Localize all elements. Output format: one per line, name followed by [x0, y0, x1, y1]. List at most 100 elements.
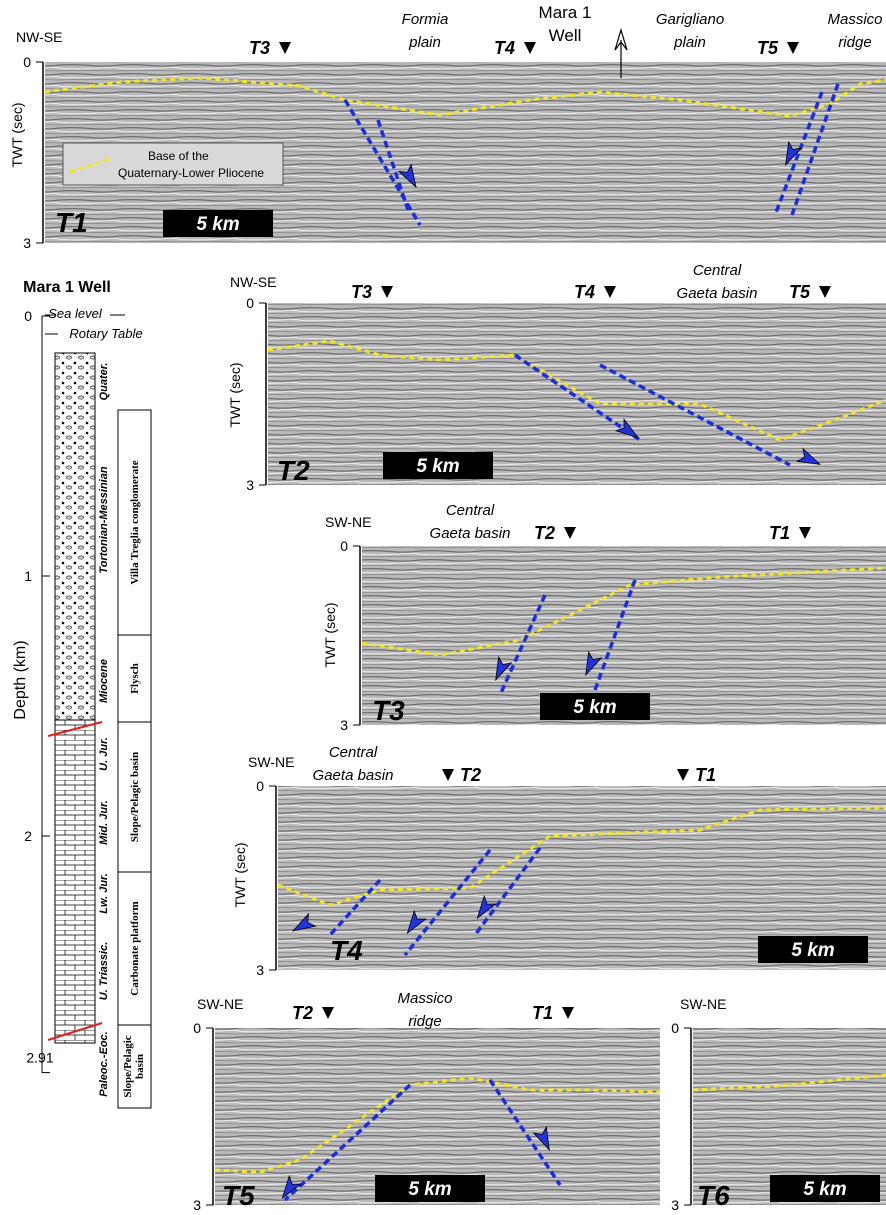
depth-tick-label: 2.91	[26, 1050, 53, 1066]
horizon	[361, 566, 886, 657]
time-tick-label: 0	[246, 295, 254, 311]
marker-label: T2	[460, 765, 481, 785]
marker-label: T3	[249, 38, 270, 58]
formation-box	[117, 409, 152, 636]
sea-level: Sea level	[48, 306, 103, 321]
annotation: Central	[329, 744, 378, 761]
annotation: Gaeta basin	[430, 525, 511, 542]
marker-triangle	[562, 1007, 574, 1019]
time-tick-label: 0	[671, 1020, 679, 1036]
annotation: plain	[408, 34, 441, 51]
fault	[376, 119, 410, 211]
scale-bar	[375, 1175, 485, 1202]
formation-label: Slope/Pelagic basin	[129, 752, 141, 842]
legend-text: Base of the	[148, 149, 209, 163]
legend-box	[62, 142, 284, 186]
marker-label: T1	[695, 765, 716, 785]
fault	[283, 1083, 412, 1202]
rotary-table: Rotary Table	[69, 326, 142, 341]
panel-label: T4	[330, 935, 363, 966]
fault	[599, 363, 791, 467]
formation-box	[117, 721, 152, 873]
annotation: plain	[673, 34, 706, 51]
formation-box	[117, 871, 152, 1026]
age-label: Quater.	[98, 363, 110, 401]
scale-label: 5 km	[416, 456, 459, 477]
slip-arrow	[795, 447, 822, 465]
annotation: Massico	[827, 11, 882, 28]
orientation-label: SW-NE	[197, 996, 243, 1012]
orientation-label: SW-NE	[248, 754, 294, 770]
marker-triangle	[787, 42, 799, 54]
annotation: Formia	[402, 11, 449, 28]
marker-label: T2	[292, 1003, 313, 1023]
annotation: ridge	[838, 34, 871, 51]
formation-label: Carbonate platform	[129, 901, 141, 995]
annotation: Massico	[397, 990, 452, 1007]
time-axis-label: TWT (sec)	[9, 102, 25, 167]
horizon	[214, 1076, 661, 1174]
marker-triangle	[524, 42, 536, 54]
age-label: Miocene	[98, 659, 110, 703]
marker-triangle	[604, 286, 616, 298]
carbonate-column	[54, 719, 96, 1044]
annotation: Gaeta basin	[313, 767, 394, 784]
formation-box	[117, 634, 152, 723]
scale-label: 5 km	[408, 1179, 451, 1200]
panel-label: T6	[697, 1180, 730, 1211]
fault	[593, 579, 637, 691]
scale-bar	[770, 1175, 880, 1202]
scale-label: 5 km	[791, 940, 834, 961]
time-tick-label: 3	[246, 477, 254, 493]
panel-label: T1	[55, 207, 88, 238]
slip-arrow	[532, 1125, 550, 1152]
annotation: Mara 1	[539, 3, 592, 22]
fault	[473, 846, 542, 937]
horizon	[692, 1073, 886, 1092]
depth-axis-label: Depth (km)	[12, 640, 29, 719]
legend-text: Quaternary-Lower Pliocene	[118, 166, 264, 180]
orientation-label: SW-NE	[680, 996, 726, 1012]
scale-label: 5 km	[573, 697, 616, 718]
age-label: Mid. Jur.	[98, 800, 110, 845]
fault	[514, 353, 641, 442]
panel-label: T2	[277, 455, 310, 486]
annotation: Well	[549, 26, 582, 45]
time-tick-label: 3	[671, 1197, 679, 1213]
orientation-label: NW-SE	[16, 29, 62, 45]
marker-triangle	[381, 286, 393, 298]
seismic-section	[268, 303, 886, 485]
slip-arrow	[495, 655, 513, 682]
marker-triangle	[279, 42, 291, 54]
time-tick-label: 3	[23, 235, 31, 251]
orientation-label: NW-SE	[230, 274, 276, 290]
age-label: Lw. Jur.	[98, 873, 110, 914]
clastic-column	[54, 352, 96, 721]
well-title: Mara 1 Well	[23, 279, 111, 296]
marker-label: T4	[574, 282, 595, 302]
slip-arrow	[476, 894, 497, 920]
fault	[498, 594, 547, 696]
scale-label: 5 km	[196, 214, 239, 235]
marker-label: T1	[769, 523, 790, 543]
time-axis-label: TWT (sec)	[232, 842, 248, 907]
formation-label: Flysch	[129, 663, 141, 694]
fault	[328, 878, 382, 937]
slip-arrow	[785, 140, 803, 167]
marker-label: T2	[534, 523, 555, 543]
annotation: ridge	[408, 1013, 441, 1030]
marker-label: T5	[789, 282, 811, 302]
depth-tick-label: 0	[24, 308, 32, 324]
horizon	[267, 339, 886, 442]
time-tick-label: 3	[193, 1197, 201, 1213]
time-tick-label: 0	[256, 778, 264, 794]
marker-label: T4	[494, 38, 515, 58]
well-symbol	[614, 27, 628, 78]
marker-triangle	[799, 527, 811, 539]
depth-tick-label: 1	[24, 568, 32, 584]
formation-line: basin	[134, 1054, 146, 1079]
scale-bar	[163, 210, 273, 237]
marker-triangle	[322, 1007, 334, 1019]
horizon	[44, 76, 886, 118]
